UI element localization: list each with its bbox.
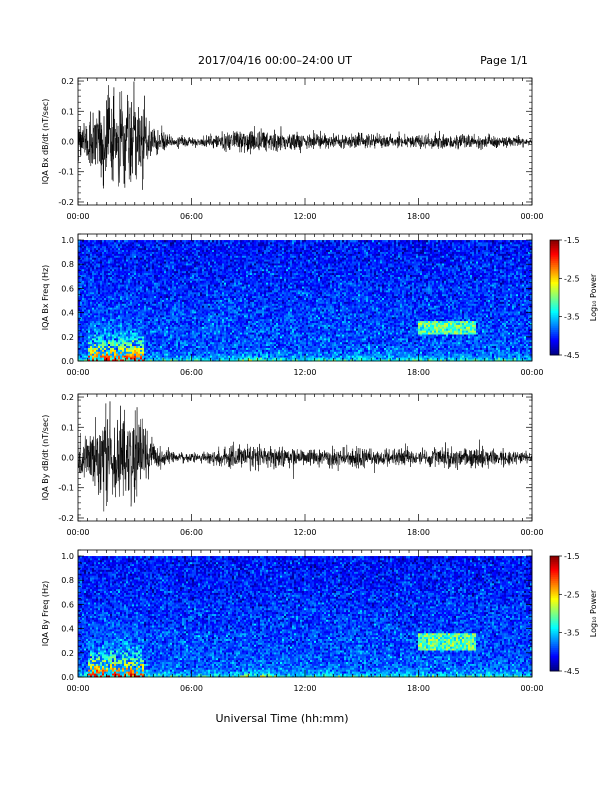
x-tick-label: 00:00 [66,212,89,221]
y-tick-label: -0.2 [58,198,74,207]
waveform-panel: 00:00 06:00 12:00 18:00 00:00 0.2 0.1 0.0 -0.1 -0… [41,77,544,221]
x-tick-label: 00:00 [520,212,543,221]
x-axis-label: Universal Time (hh:mm) [216,712,349,725]
x-tick-label: 06:00 [180,212,203,221]
x-tick-label: 18:00 [407,212,430,221]
x-tick-label: 12:00 [293,212,316,221]
y-tick-label: 0.0 [61,138,74,147]
y-tick-label: 0.2 [61,77,74,86]
header-page-number: Page 1/1 [480,54,528,67]
header-date-range: 2017/04/16 00:00–24:00 UT [198,54,352,67]
signal-trace [78,82,532,190]
panels: 00:00 06:00 12:00 18:00 00:00 0.2 0.1 0.0 -0.1 -0… [41,77,598,693]
y-tick-label: 0.1 [61,107,74,116]
y-axis-label: IQA Bx dB/dt (nT/sec) [41,99,50,185]
y-tick-label: -0.1 [58,168,74,177]
spectrogram-cells [78,240,532,361]
